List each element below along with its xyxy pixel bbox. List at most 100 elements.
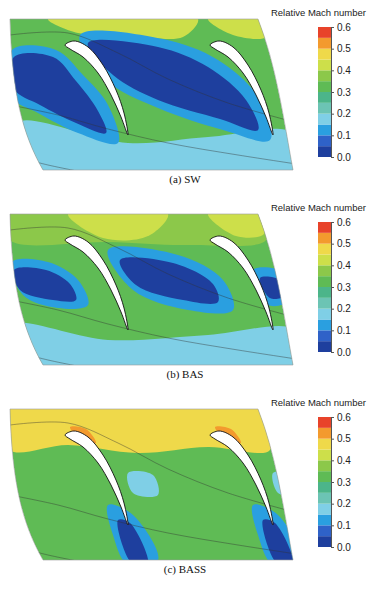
tick: 0.0 bbox=[331, 542, 351, 553]
tick-mark bbox=[331, 482, 334, 483]
contour-area bbox=[5, 199, 306, 388]
tick-label: 0.4 bbox=[337, 65, 351, 76]
flow-field bbox=[4, 391, 303, 567]
colorbar-band bbox=[318, 81, 331, 92]
tick-label: 0.5 bbox=[337, 238, 351, 249]
tick-mark bbox=[331, 135, 334, 136]
tick-mark bbox=[331, 352, 334, 353]
tick: 0.0 bbox=[331, 347, 351, 358]
contour-region bbox=[272, 471, 295, 496]
tick-label: 0.2 bbox=[337, 108, 351, 119]
colorbar-band bbox=[318, 49, 331, 60]
colorbar bbox=[318, 417, 331, 547]
tick-mark bbox=[331, 265, 334, 266]
tick-label: 0.0 bbox=[337, 347, 351, 358]
contour-region bbox=[13, 267, 76, 302]
colorbar-band bbox=[318, 287, 331, 298]
contour-region bbox=[107, 504, 159, 566]
tick-label: 0.3 bbox=[337, 477, 351, 488]
tick-label: 0.0 bbox=[337, 542, 351, 553]
contour-region bbox=[12, 323, 307, 388]
tick-label: 0.6 bbox=[337, 22, 351, 33]
tick: 0.0 bbox=[331, 152, 351, 163]
tick: 0.5 bbox=[331, 238, 351, 249]
contour-region bbox=[11, 259, 89, 309]
contour-area bbox=[7, 12, 306, 194]
colorbar-band bbox=[318, 38, 331, 49]
panel: 0.00.10.20.30.40.50.6Relative Mach numbe… bbox=[4, 391, 366, 576]
domain-outline bbox=[10, 19, 293, 170]
tick-mark bbox=[331, 27, 334, 28]
tick: 0.5 bbox=[331, 43, 351, 54]
tick: 0.4 bbox=[331, 260, 351, 271]
tick: 0.6 bbox=[331, 412, 351, 423]
blade bbox=[65, 41, 128, 135]
tick-label: 0.0 bbox=[337, 152, 351, 163]
colorbar-band bbox=[318, 330, 331, 341]
colorbar-band bbox=[318, 536, 331, 547]
tick-label: 0.5 bbox=[337, 43, 351, 54]
blade bbox=[210, 41, 273, 135]
colorbar-band bbox=[318, 135, 331, 146]
contour-region bbox=[127, 471, 159, 497]
panel: 0.0 0.1 0.2 0.3 0.4 0.5 0.6 Relative Mach numbe… bbox=[7, 7, 366, 194]
tick-mark bbox=[331, 222, 334, 223]
tick-mark bbox=[331, 525, 334, 526]
streamline bbox=[10, 545, 98, 565]
tick-mark bbox=[331, 157, 334, 158]
tick: 0.3 bbox=[331, 87, 351, 98]
colorbar-band bbox=[318, 460, 331, 471]
colorbar-band bbox=[318, 103, 331, 114]
tick: 0.2 bbox=[331, 498, 351, 509]
colorbar-band bbox=[318, 439, 331, 450]
colorbar-title: Relative Mach number bbox=[271, 7, 366, 18]
colorbar-band bbox=[318, 298, 331, 309]
colorbar-band bbox=[318, 114, 331, 125]
tick-mark bbox=[331, 460, 334, 461]
tick-label: 0.6 bbox=[337, 412, 351, 423]
flow-field bbox=[7, 12, 306, 194]
colorbar-band bbox=[318, 417, 331, 428]
tick-mark bbox=[331, 114, 334, 115]
tick-mark bbox=[331, 70, 334, 71]
tick: 0.1 bbox=[331, 325, 351, 336]
tick-label: 0.2 bbox=[337, 498, 351, 509]
colorbar-band bbox=[318, 309, 331, 320]
colorbar-title: Relative Mach number bbox=[271, 202, 366, 213]
streamline bbox=[10, 350, 98, 370]
colorbar-band bbox=[318, 450, 331, 461]
tick: 0.2 bbox=[331, 108, 351, 119]
tick: 0.2 bbox=[331, 303, 351, 314]
colorbar-band bbox=[318, 428, 331, 439]
tick-label: 0.3 bbox=[337, 87, 351, 98]
streamline bbox=[10, 155, 98, 175]
colorbar-band bbox=[318, 27, 331, 38]
colorbar bbox=[318, 27, 331, 157]
streamline bbox=[10, 105, 303, 165]
tick: 0.6 bbox=[331, 22, 351, 33]
blade bbox=[65, 431, 128, 525]
panel-caption: (c) BASS bbox=[164, 563, 206, 576]
colorbar-band bbox=[318, 493, 331, 504]
tick: 0.1 bbox=[331, 520, 351, 531]
blade bbox=[210, 431, 273, 525]
tick-label: 0.1 bbox=[337, 130, 351, 141]
colorbar-band bbox=[318, 320, 331, 331]
figure: 0.0 0.1 0.2 0.3 0.4 0.5 0.6 Relative Mach numbe… bbox=[0, 0, 371, 595]
tick-mark bbox=[331, 439, 334, 440]
tick-mark bbox=[331, 547, 334, 548]
colorbar-axis: 0.0 0.1 0.2 0.3 0.4 0.5 0.6 bbox=[331, 22, 351, 163]
contour-region bbox=[120, 257, 219, 304]
tick: 0.5 bbox=[331, 433, 351, 444]
colorbar-axis: 0.00.10.20.30.40.50.6 bbox=[331, 412, 351, 553]
colorbar-band bbox=[318, 70, 331, 81]
tick-label: 0.2 bbox=[337, 303, 351, 314]
tick: 0.4 bbox=[331, 65, 351, 76]
colorbar-band bbox=[318, 265, 331, 276]
colorbar-band bbox=[318, 515, 331, 526]
flow-field bbox=[5, 199, 306, 388]
blade bbox=[210, 236, 273, 330]
tick-label: 0.5 bbox=[337, 433, 351, 444]
colorbar bbox=[318, 222, 331, 352]
tick-mark bbox=[331, 417, 334, 418]
